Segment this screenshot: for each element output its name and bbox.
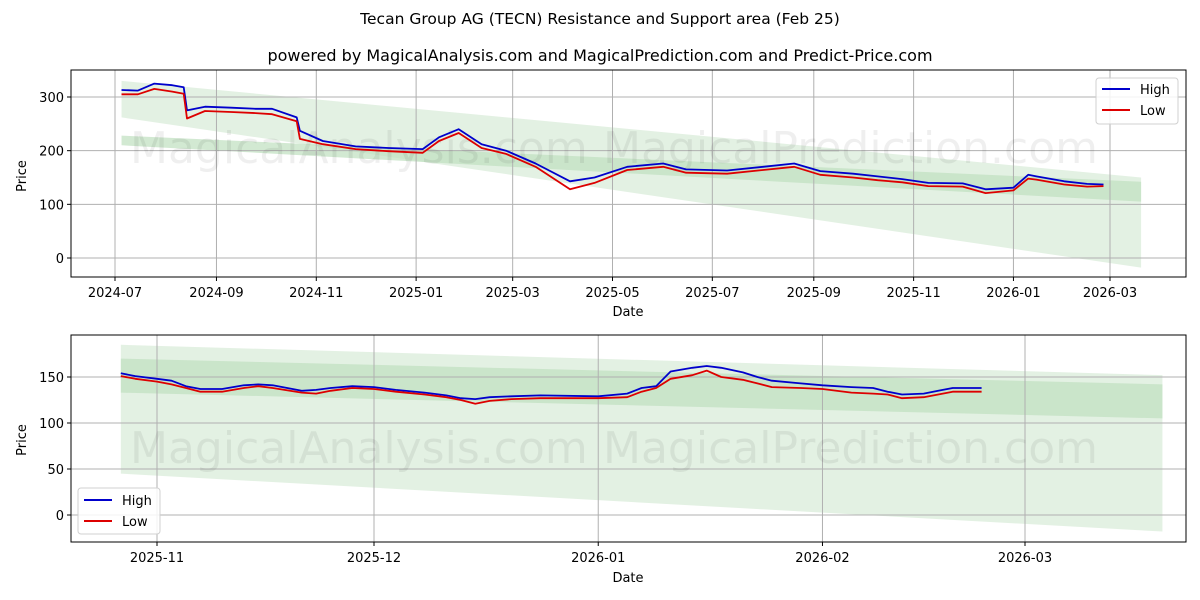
watermark-analysis-bottom: MagicalAnalysis.com	[130, 423, 588, 474]
x-tick-label: 2026-03	[1083, 286, 1137, 301]
resistance-support-inner-band	[121, 135, 1142, 202]
x-tick-label: 2024-07	[88, 286, 142, 301]
x-tick-label: 2026-01	[571, 551, 625, 566]
y-tick-label: 0	[56, 252, 64, 267]
top-gridlines	[71, 70, 1186, 277]
bottom-y-axis-ticks: 0 50 100 150	[39, 371, 71, 524]
chart-title: Tecan Group AG (TECN) Resistance and Sup…	[360, 10, 840, 28]
high-price-line	[120, 365, 982, 401]
y-tick-label: 0	[56, 509, 64, 524]
x-tick-label: 2025-07	[685, 286, 739, 301]
x-tick-label: 2026-03	[998, 551, 1052, 566]
bottom-y-axis-label: Price	[15, 424, 30, 456]
top-x-axis-label: Date	[612, 305, 643, 320]
bottom-chart: MagicalAnalysis.com MagicalPrediction.co…	[15, 334, 1187, 586]
bottom-plot-frame	[70, 334, 1187, 543]
y-tick-label: 300	[39, 91, 64, 106]
legend-high-label: High	[1140, 83, 1170, 98]
high-price-line	[121, 82, 1104, 191]
legend-high-label-bottom: High	[122, 494, 152, 509]
top-chart: MagicalAnalysis.com MagicalPrediction.co…	[15, 69, 1187, 320]
top-y-axis-ticks: 0 100 200 300	[39, 91, 71, 267]
bottom-x-axis-label: Date	[612, 571, 643, 586]
legend-low-label-bottom: Low	[122, 515, 148, 530]
bottom-legend: High Low	[77, 487, 161, 535]
top-legend: High Low	[1095, 77, 1179, 125]
top-y-axis-label: Price	[15, 160, 30, 192]
low-price-line	[120, 369, 982, 405]
top-x-axis-ticks: 2024-07 2024-09 2024-11 2025-01 2025-03 2025-…	[88, 277, 1137, 301]
top-plot-frame	[70, 69, 1187, 278]
x-tick-label: 2025-12	[347, 551, 401, 566]
bottom-gridlines	[71, 335, 1186, 542]
x-tick-label: 2025-01	[389, 286, 443, 301]
watermark-prediction: MagicalPrediction.com	[603, 123, 1098, 174]
top-price-lines	[121, 82, 1104, 195]
y-tick-label: 150	[39, 371, 64, 386]
y-tick-label: 100	[39, 198, 64, 213]
legend-low-label: Low	[1140, 104, 1166, 119]
chart-subtitle: powered by MagicalAnalysis.com and Magic…	[267, 46, 933, 65]
y-tick-label: 200	[39, 145, 64, 160]
y-tick-label: 50	[47, 463, 64, 478]
x-tick-label: 2026-01	[986, 286, 1040, 301]
bottom-price-lines	[120, 365, 982, 405]
x-tick-label: 2025-11	[886, 286, 940, 301]
top-support-resistance-bands	[121, 80, 1142, 268]
resistance-support-outer-band	[121, 80, 1142, 268]
low-price-line	[121, 88, 1104, 195]
y-tick-label: 100	[39, 417, 64, 432]
x-tick-label: 2024-09	[189, 286, 243, 301]
x-tick-label: 2024-11	[289, 286, 343, 301]
x-tick-label: 2025-03	[486, 286, 540, 301]
x-tick-label: 2025-11	[130, 551, 184, 566]
bottom-x-axis-ticks: 2025-11 2025-12 2026-01 2026-02 2026-03	[130, 542, 1052, 566]
x-tick-label: 2025-09	[787, 286, 841, 301]
x-tick-label: 2025-05	[585, 286, 639, 301]
watermark-prediction-bottom: MagicalPrediction.com	[603, 423, 1098, 474]
x-tick-label: 2026-02	[795, 551, 849, 566]
